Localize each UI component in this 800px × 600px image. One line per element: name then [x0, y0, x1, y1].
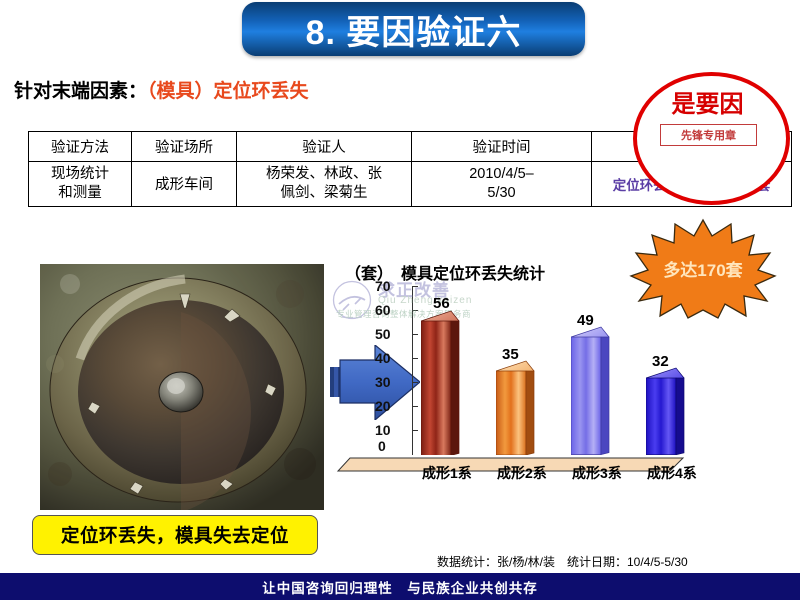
svg-text:多达170套: 多达170套 [663, 260, 743, 280]
